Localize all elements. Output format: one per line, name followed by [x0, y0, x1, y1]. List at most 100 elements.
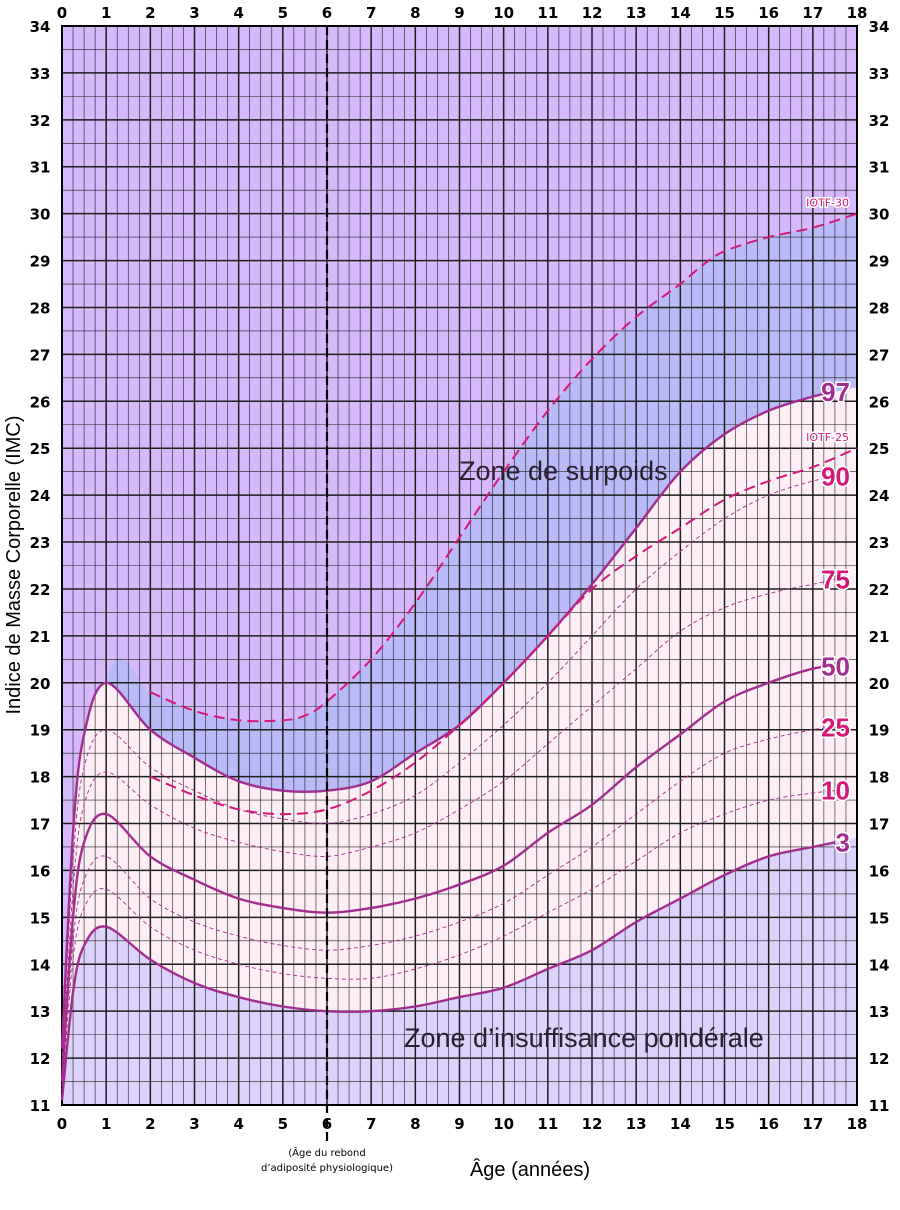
y-tick-label-left: 23 [30, 534, 51, 552]
x-tick-label-top: 5 [278, 4, 288, 22]
y-tick-label-left: 31 [30, 159, 51, 177]
y-axis-title: Indice de Masse Corporelle (IMC) [3, 416, 25, 715]
x-tick-label-top: 10 [493, 4, 514, 22]
x-tick-label-top: 2 [145, 4, 155, 22]
y-tick-label-left: 24 [30, 487, 51, 505]
y-tick-label-left: 29 [30, 253, 51, 271]
percentile-3-label: 3 [836, 827, 850, 857]
percentile-50-line [60, 665, 836, 1082]
x-tick-label-bottom: 11 [537, 1115, 558, 1133]
iotf-30-line [149, 212, 858, 723]
rebound-label-line2: d’adiposité physiologique) [261, 1162, 393, 1174]
x-tick-label-top: 3 [189, 4, 199, 22]
x-tick-label-bottom: 5 [278, 1115, 288, 1133]
x-tick-label-top: 11 [537, 4, 558, 22]
x-tick-label-top: 18 [847, 4, 868, 22]
x-tick-label-bottom: 6 [322, 1115, 332, 1133]
y-tick-label-left: 18 [30, 769, 51, 787]
y-tick-label-right: 14 [869, 956, 890, 974]
x-tick-label-bottom: 16 [758, 1115, 779, 1133]
y-tick-label-right: 12 [869, 1050, 890, 1068]
y-tick-label-right: 18 [869, 769, 890, 787]
y-tick-label-left: 19 [30, 722, 51, 740]
y-tick-label-right: 16 [869, 862, 890, 880]
x-tick-label-bottom: 13 [626, 1115, 647, 1133]
x-tick-label-top: 9 [454, 4, 464, 22]
y-tick-label-right: 19 [869, 722, 890, 740]
percentile-97-line [60, 390, 836, 1049]
percentile-25-label: 25 [821, 712, 850, 742]
x-tick-label-bottom: 0 [57, 1115, 67, 1133]
x-tick-label-top: 16 [758, 4, 779, 22]
x-tick-label-bottom: 1 [101, 1115, 111, 1133]
y-tick-label-right: 26 [869, 393, 890, 411]
x-axis-title: Âge (années) [470, 1158, 590, 1181]
x-tick-label-top: 13 [626, 4, 647, 22]
y-tick-label-right: 27 [869, 346, 890, 364]
x-tick-label-top: 15 [714, 4, 735, 22]
y-tick-label-right: 28 [869, 299, 890, 317]
percentile-3-line [60, 841, 836, 1101]
y-tick-label-right: 31 [869, 159, 890, 177]
curve-lines [60, 26, 858, 1145]
y-tick-label-left: 17 [30, 816, 51, 834]
plot-frame [61, 25, 858, 1106]
y-tick-label-right: 32 [869, 112, 890, 130]
y-tick-label-right: 23 [869, 534, 890, 552]
y-tick-label-right: 15 [869, 909, 890, 927]
y-tick-label-left: 20 [30, 675, 51, 693]
x-tick-label-bottom: 10 [493, 1115, 514, 1133]
percentile-97-label: 97 [821, 377, 850, 407]
y-tick-label-left: 16 [30, 862, 51, 880]
x-tick-label-bottom: 7 [366, 1115, 376, 1133]
x-tick-label-bottom: 17 [802, 1115, 823, 1133]
x-tick-label-bottom: 14 [670, 1115, 691, 1133]
y-tick-label-right: 11 [869, 1097, 890, 1115]
y-tick-label-left: 28 [30, 299, 51, 317]
percentile-50-label: 50 [821, 651, 850, 681]
x-tick-label-bottom: 2 [145, 1115, 155, 1133]
x-tick-label-bottom: 9 [454, 1115, 464, 1133]
y-tick-label-right: 21 [869, 628, 890, 646]
y-tick-label-left: 13 [30, 1003, 51, 1021]
percentile-10-label: 10 [821, 776, 850, 806]
y-tick-label-right: 24 [869, 487, 890, 505]
x-tick-label-top: 7 [366, 4, 376, 22]
y-tick-label-right: 33 [869, 65, 890, 83]
iotf-25-line [149, 447, 858, 816]
percentile-90-line [61, 475, 835, 1063]
y-tick-label-right: 17 [869, 816, 890, 834]
x-tick-label-top: 12 [582, 4, 603, 22]
y-tick-label-left: 12 [30, 1050, 51, 1068]
x-tick-label-bottom: 12 [582, 1115, 603, 1133]
y-tick-label-left: 33 [30, 65, 51, 83]
x-tick-label-bottom: 18 [847, 1115, 868, 1133]
iotf-30-label: IOTF-30 [806, 197, 849, 210]
y-tick-label-left: 27 [30, 346, 51, 364]
y-tick-label-left: 32 [30, 112, 51, 130]
x-tick-label-bottom: 15 [714, 1115, 735, 1133]
percentile-75-label: 75 [821, 565, 850, 595]
x-tick-label-top: 4 [233, 4, 243, 22]
percentile-labels: 97 90 75 50 25 10 3 IOTF-30 IOTF-25 [805, 195, 852, 859]
x-tick-label-top: 14 [670, 4, 691, 22]
overweight-zone-label: Zone de surpoids [459, 456, 668, 486]
y-tick-label-left: 25 [30, 440, 51, 458]
y-tick-label-right: 22 [869, 581, 890, 599]
x-tick-label-bottom: 3 [189, 1115, 199, 1133]
x-tick-label-bottom: 4 [233, 1115, 243, 1133]
axis-ticks: 0011223344556677889910101111121213131414… [30, 4, 890, 1133]
iotf-25-label: IOTF-25 [806, 431, 849, 444]
y-tick-label-left: 11 [30, 1097, 51, 1115]
x-tick-label-top: 1 [101, 4, 111, 22]
y-tick-label-left: 21 [30, 628, 51, 646]
x-tick-label-top: 6 [322, 4, 332, 22]
y-tick-label-left: 22 [30, 581, 51, 599]
percentile-75-line [61, 579, 835, 1073]
underweight-zone-label: Zone d’insuffisance pondérale [404, 1023, 764, 1053]
y-tick-label-right: 13 [869, 1003, 890, 1021]
x-tick-label-top: 0 [57, 4, 67, 22]
x-tick-label-bottom: 8 [410, 1115, 420, 1133]
y-tick-label-right: 29 [869, 253, 890, 271]
